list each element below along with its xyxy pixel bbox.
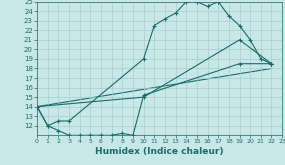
- X-axis label: Humidex (Indice chaleur): Humidex (Indice chaleur): [95, 147, 224, 156]
